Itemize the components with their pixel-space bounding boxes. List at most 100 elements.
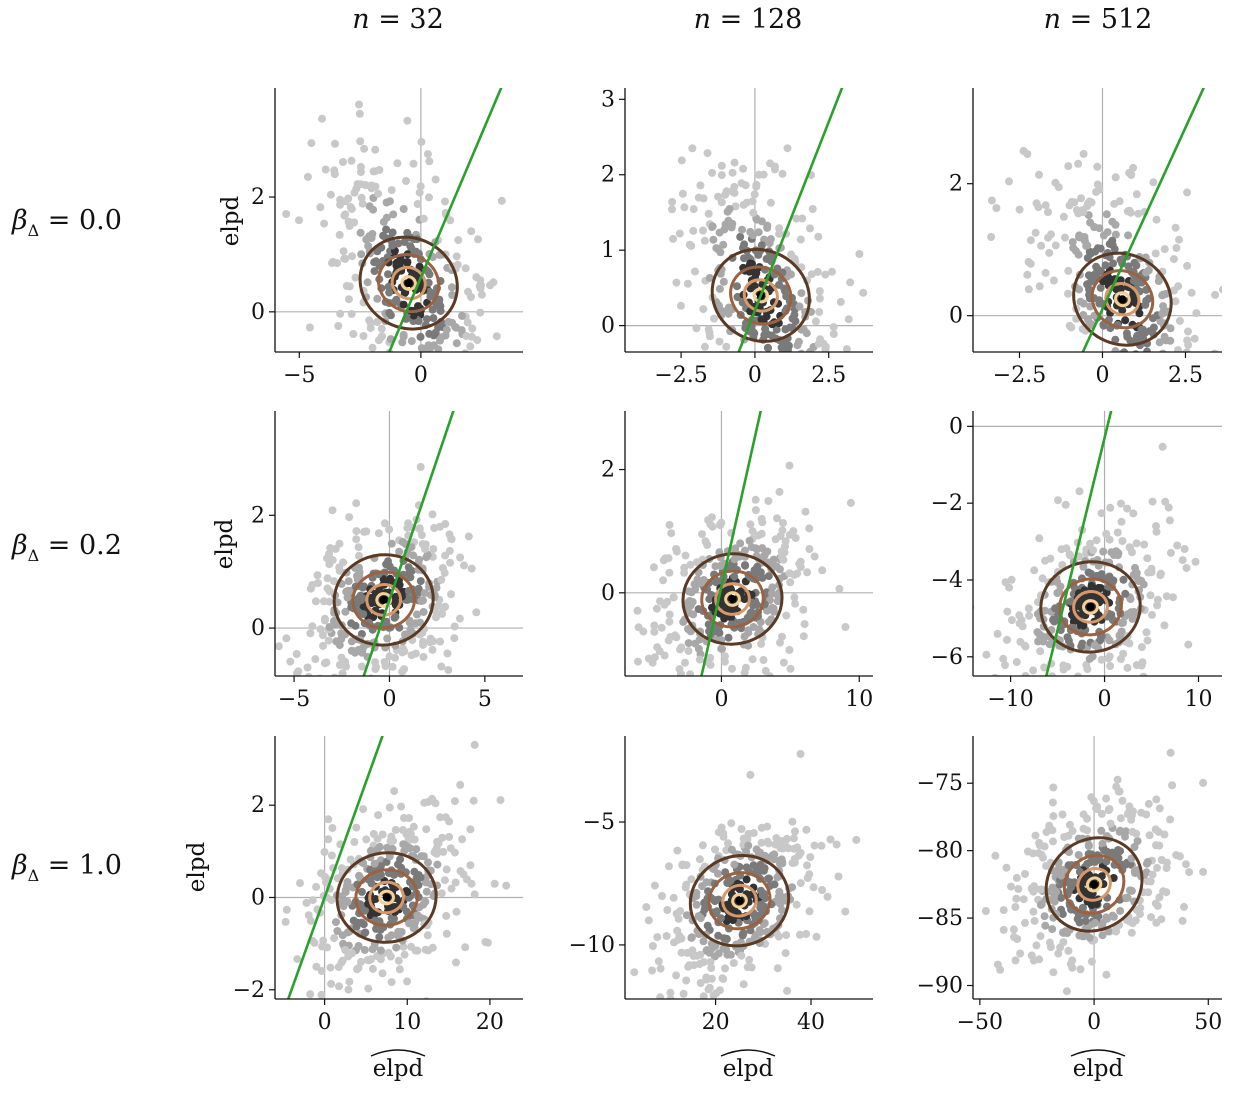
hexbin-cell: [1071, 697, 1079, 705]
hexbin-cell: [823, 892, 832, 901]
hexbin-cell: [785, 569, 794, 578]
hexbin-cell: [400, 950, 409, 959]
hexbin-cell: [417, 531, 426, 540]
hexbin-cell: [728, 664, 736, 673]
hexbin-cell: [341, 210, 350, 219]
hexbin-cell: [308, 622, 317, 631]
hexbin-cell: [400, 647, 409, 656]
hexbin-cell: [1064, 887, 1073, 896]
hexbin-cell: [347, 646, 356, 655]
density-contour-0: [1044, 836, 1144, 933]
hexbin-cell: [368, 230, 377, 238]
hexbin-cell: [356, 162, 365, 171]
hexbin-cell: [999, 654, 1008, 663]
hexbin-cell: [1134, 209, 1143, 218]
hexbin-cell: [378, 969, 387, 978]
hexbin-cell: [333, 679, 341, 687]
hexbin-cell: [306, 629, 315, 638]
hexbin-cell: [354, 543, 363, 552]
hexbin-cell: [338, 669, 347, 676]
hexbin-cell: [385, 288, 394, 297]
hexbin-cell: [757, 823, 766, 832]
hexbin-cell: [406, 573, 415, 582]
hexbin-cell: [368, 964, 377, 973]
hexbin-cell: [1122, 893, 1131, 902]
hexbin-cell: [743, 963, 752, 972]
hexbin-cell: [744, 841, 753, 850]
hexbin-cell: [784, 391, 792, 399]
hexbin-cell: [707, 974, 716, 983]
hexbin-cell: [393, 159, 402, 168]
hexbin-cell: [1147, 913, 1155, 922]
hexbin-cell: [1030, 882, 1039, 891]
y-tick-label: −2: [931, 491, 963, 516]
hexbin-cell: [666, 995, 675, 999]
hexbin-cell: [775, 229, 784, 238]
hexbin-cell: [374, 811, 383, 820]
x-tick-label: −5: [278, 687, 310, 712]
hexbin-cell: [671, 631, 680, 640]
hexbin-cell: [828, 267, 836, 276]
hexbin-cell: [1109, 912, 1118, 921]
hexbin-cell: [316, 203, 325, 212]
hexbin-cell: [324, 835, 333, 844]
hexbin-cell: [1057, 545, 1066, 554]
hexbin-cell: [1125, 543, 1134, 552]
hexbin-cell: [1144, 799, 1153, 808]
hexbin-cell: [818, 886, 827, 894]
hexbin-cell: [374, 360, 382, 368]
hexbin-cell: [398, 538, 407, 546]
hexbin-cell: [357, 686, 365, 694]
hexbin-cell: [367, 181, 376, 190]
hexbin-cell: [763, 343, 772, 352]
hexbin-cell: [598, 652, 606, 660]
hexbin-cell: [1099, 277, 1108, 286]
hexbin-cell: [688, 144, 697, 153]
hexbin-cell: [1049, 812, 1058, 821]
hexbin-cell: [357, 887, 366, 896]
hexbin-cell: [669, 234, 678, 243]
x-tick-label: 2.5: [1168, 363, 1203, 388]
hexbin-cell: [700, 342, 709, 351]
panel-r2-c0: 0 10 20 −2 0 2: [233, 736, 523, 1035]
hexbin-cell: [344, 295, 353, 304]
hexbin-cell: [791, 827, 799, 836]
hexbin-cell: [676, 670, 685, 676]
y-tick-label: 0: [601, 581, 615, 606]
hexbin-cell: [1144, 888, 1153, 897]
hexbin-cell: [350, 838, 359, 846]
hexbin-cell: [1171, 297, 1180, 306]
hexbin-cell: [1152, 795, 1161, 804]
hexbin-cell: [999, 925, 1008, 934]
density-peak: [1086, 602, 1095, 611]
hexbin-cell: [452, 958, 460, 967]
hexbin-cell: [385, 308, 394, 317]
hexbin-cell: [1169, 255, 1178, 264]
hexbin-cell: [320, 659, 329, 668]
hexbin-cell: [648, 942, 657, 950]
hexbin-cell: [1182, 564, 1191, 572]
hexbin-cell: [406, 625, 415, 634]
x-tick-label: 0: [382, 687, 396, 712]
hexbin-cell: [1117, 499, 1125, 508]
hexbin-cell: [304, 672, 313, 676]
panel-r0-c2: −2.5 0 2.5 0 2: [949, 88, 1222, 434]
hexbin-cell: [650, 627, 659, 636]
axis-labels: elpd elpd elpd elpd elpd elpd: [184, 196, 1126, 1082]
hexbin-cell: [1095, 224, 1104, 233]
hexbin-cell: [1152, 522, 1160, 531]
hexbin-cell: [1187, 426, 1195, 434]
hexbin-cell: [496, 796, 505, 805]
hexbin-cell: [1109, 874, 1118, 882]
hexbin-cell: [440, 418, 448, 426]
hexbin-cell: [404, 361, 412, 369]
y-axis-label-row-2: elpd: [184, 842, 210, 893]
hexbin-cell: [1183, 188, 1192, 197]
hexbin-cell: [296, 879, 304, 888]
hexbin-cell: [680, 203, 689, 212]
hexbin-cell: [642, 903, 651, 912]
hexbin-cell: [698, 841, 707, 850]
hexbin-cell: [728, 168, 737, 177]
hexbin-cell: [757, 838, 766, 847]
hexbin-cell: [1129, 351, 1133, 352]
